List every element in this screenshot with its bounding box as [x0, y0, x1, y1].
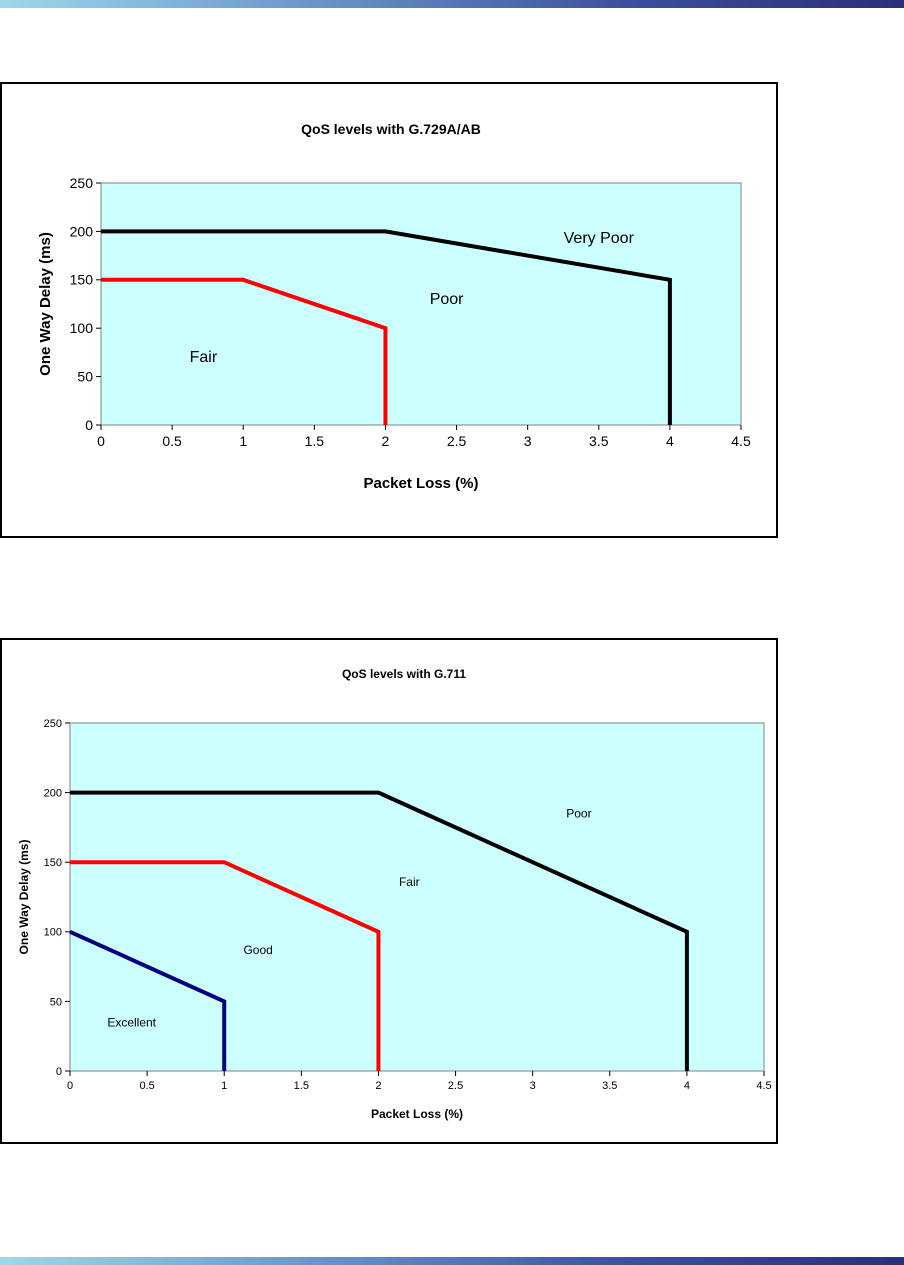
x-tick-label: 1 [239, 433, 247, 449]
x-tick-label: 1.5 [294, 1080, 309, 1092]
y-tick-label: 100 [44, 927, 62, 939]
y-tick-label: 0 [56, 1066, 62, 1078]
series-line-0 [70, 790, 689, 1071]
x-tick-label: 2 [375, 1080, 381, 1092]
chart-g711-svg: QoS levels with G.711 Poor Fair Good Excell… [17, 667, 772, 1121]
x-tick-label: 2 [382, 433, 390, 449]
region-label-fair: Fair [399, 875, 420, 889]
x-tick-label: 0.5 [162, 433, 182, 449]
chart-title: QoS levels with G.729A/AB [301, 121, 481, 137]
series-line-0 [101, 229, 672, 425]
x-tick-label: 2.5 [447, 433, 467, 449]
region-label-very-poor: Very Poor [564, 230, 635, 247]
chart-g729-svg: QoS levels with G.729A/AB Very Poor Poor F… [37, 121, 751, 492]
y-tick-label: 150 [70, 272, 94, 288]
y-tick-label: 250 [44, 718, 62, 730]
plot-area [69, 722, 765, 1072]
x-tick-label: 1.5 [305, 433, 325, 449]
x-tick-label: 0 [97, 433, 105, 449]
region-label-fair: Fair [190, 349, 218, 366]
y-axis-label: One Way Delay (ms) [17, 840, 31, 955]
top-gradient-bar [0, 0, 904, 8]
x-tick-label: 4 [666, 433, 674, 449]
plot-area [100, 182, 742, 426]
y-tick-label: 200 [44, 787, 62, 799]
x-tick-label: 3.5 [589, 433, 609, 449]
x-tick-label: 3.5 [602, 1080, 617, 1092]
chart-title: QoS levels with G.711 [342, 667, 466, 681]
y-tick-label: 50 [50, 996, 62, 1008]
y-tick-label: 50 [77, 369, 93, 385]
x-tick-label: 4 [684, 1080, 690, 1092]
y-tick-label: 100 [70, 320, 94, 336]
y-tick-label: 150 [44, 857, 62, 869]
chart-g729: QoS levels with G.729A/AB Very Poor Poor F… [0, 82, 778, 538]
y-tick-label: 250 [70, 175, 94, 191]
y-tick-label: 200 [70, 223, 94, 239]
series-line-1 [101, 277, 388, 425]
x-tick-label: 4.5 [731, 433, 751, 449]
x-tick-label: 4.5 [756, 1080, 771, 1092]
x-axis-label: Packet Loss (%) [371, 1107, 463, 1121]
x-tick-label: 2.5 [448, 1080, 463, 1092]
region-label-poor: Poor [430, 291, 464, 308]
series-line-2 [69, 929, 227, 1071]
y-tick-label: 0 [85, 417, 93, 433]
y-axis-label: One Way Delay (ms) [37, 232, 54, 376]
x-tick-label: 3 [530, 1080, 536, 1092]
x-axis-label: Packet Loss (%) [363, 475, 478, 492]
x-tick-label: 0 [67, 1080, 73, 1092]
region-label-poor: Poor [566, 807, 591, 821]
region-label-excellent: Excellent [107, 1015, 156, 1029]
x-tick-label: 3 [524, 433, 532, 449]
x-tick-label: 0.5 [139, 1080, 154, 1092]
chart-g711: QoS levels with G.711 Poor Fair Good Excell… [0, 638, 778, 1144]
series-line-1 [70, 860, 381, 1071]
region-label-good: Good [243, 943, 272, 957]
x-tick-label: 1 [221, 1080, 227, 1092]
bottom-gradient-bar [0, 1257, 904, 1265]
